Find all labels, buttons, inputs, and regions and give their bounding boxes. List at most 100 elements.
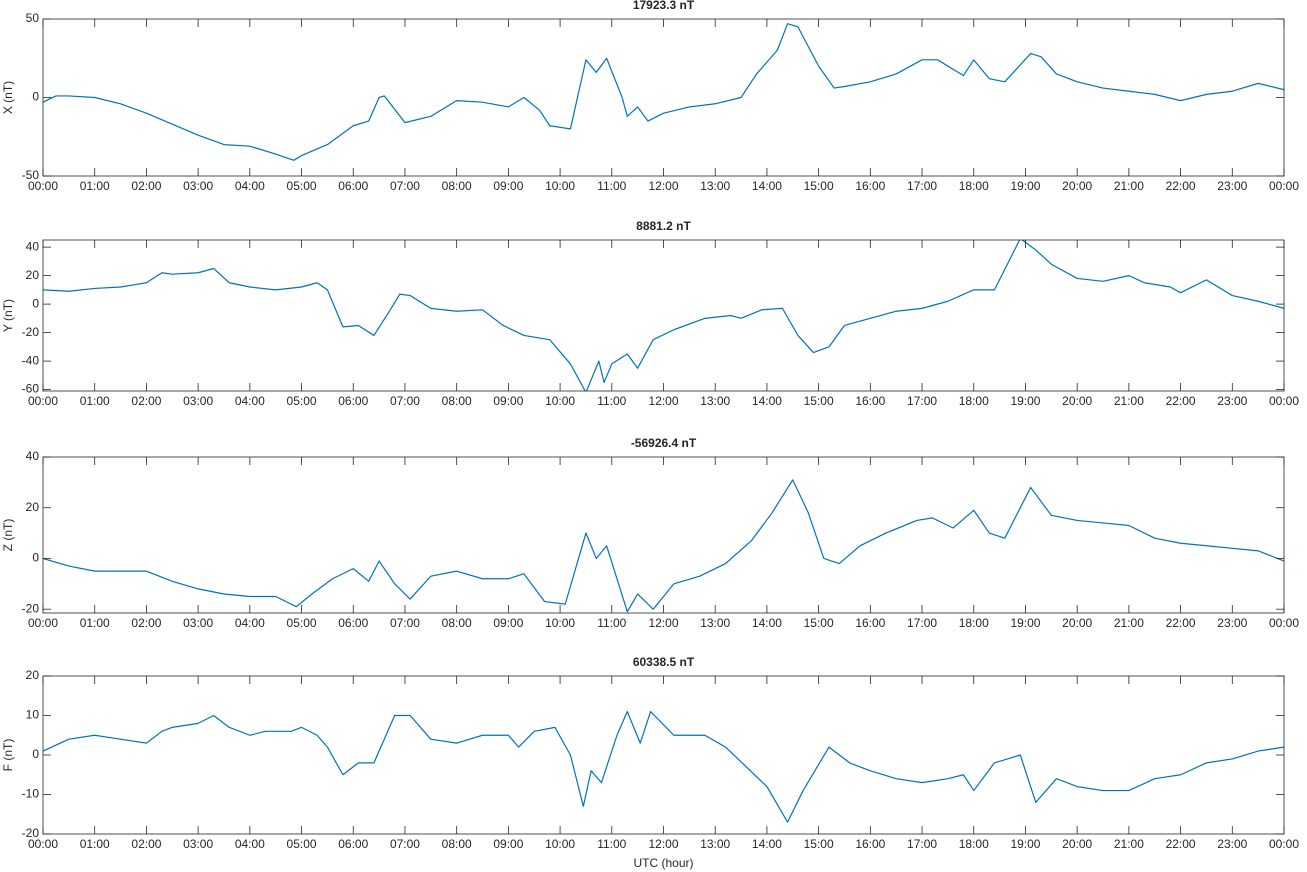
x-tick-label: 00:00 [1269, 616, 1299, 630]
x-tick-label: 06:00 [338, 394, 368, 408]
y-axis-label: X (nT) [1, 81, 15, 114]
x-tick-label: 02:00 [131, 837, 161, 851]
x-tick-label: 09:00 [493, 616, 523, 630]
x-tick-label: 00:00 [1269, 179, 1299, 193]
x-tick-label: 21:00 [1114, 394, 1144, 408]
x-tick-label: 09:00 [493, 179, 523, 193]
x-tick-label: 16:00 [855, 179, 885, 193]
x-tick-label: 17:00 [907, 837, 937, 851]
x-tick-label: 22:00 [1166, 837, 1196, 851]
x-tick-label: 23:00 [1217, 179, 1247, 193]
y-tick-label: -40 [22, 353, 40, 367]
x-tick-label: 00:00 [28, 616, 58, 630]
x-tick-label: 11:00 [597, 394, 626, 408]
x-tick-label: 19:00 [1010, 837, 1040, 851]
y-tick-label: 40 [26, 239, 40, 253]
x-tick-label: 05:00 [287, 616, 317, 630]
x-tick-label: 18:00 [959, 837, 989, 851]
y-tick-label: -20 [22, 325, 40, 339]
y-tick-label: 20 [26, 500, 40, 514]
x-tick-label: 13:00 [700, 616, 730, 630]
x-tick-label: 08:00 [442, 179, 472, 193]
y-tick-label: 0 [32, 90, 39, 104]
x-tick-label: 03:00 [183, 179, 213, 193]
x-tick-label: 20:00 [1062, 837, 1092, 851]
x-tick-label: 19:00 [1010, 179, 1040, 193]
x-tick-label: 03:00 [183, 616, 213, 630]
x-tick-label: 13:00 [700, 179, 730, 193]
x-tick-label: 22:00 [1166, 616, 1196, 630]
x-tick-label: 20:00 [1062, 616, 1092, 630]
x-tick-label: 17:00 [907, 179, 937, 193]
x-tick-label: 18:00 [959, 179, 989, 193]
x-tick-label: 22:00 [1166, 179, 1196, 193]
x-tick-label: 02:00 [131, 394, 161, 408]
x-tick-label: 10:00 [545, 837, 575, 851]
y-tick-label: -10 [22, 787, 40, 801]
x-tick-label: 06:00 [338, 837, 368, 851]
x-tick-label: 16:00 [855, 394, 885, 408]
x-tick-label: 12:00 [648, 616, 678, 630]
x-tick-label: 00:00 [28, 394, 58, 408]
data-line [43, 710, 1284, 823]
x-tick-label: 03:00 [183, 394, 213, 408]
x-tick-label: 07:00 [390, 394, 420, 408]
x-tick-label: 23:00 [1217, 616, 1247, 630]
x-tick-label: 22:00 [1166, 394, 1196, 408]
y-tick-label: -20 [22, 601, 40, 615]
x-tick-label: 11:00 [597, 837, 626, 851]
x-tick-label: 15:00 [804, 616, 834, 630]
x-tick-label: 21:00 [1114, 179, 1144, 193]
y-tick-label: 0 [32, 296, 39, 310]
x-tick-label: 10:00 [545, 394, 575, 408]
plot-area [43, 676, 1284, 834]
x-tick-label: 08:00 [442, 837, 472, 851]
x-tick-label: 14:00 [752, 394, 782, 408]
x-tick-label: 12:00 [648, 179, 678, 193]
x-tick-label: 10:00 [545, 179, 575, 193]
x-tick-label: 04:00 [235, 837, 265, 851]
y-tick-label: -20 [22, 826, 40, 840]
data-line [43, 479, 1284, 613]
x-tick-label: 07:00 [390, 616, 420, 630]
x-tick-label: 20:00 [1062, 179, 1092, 193]
x-tick-label: 09:00 [493, 394, 523, 408]
data-line [43, 23, 1284, 161]
x-tick-label: 08:00 [442, 394, 472, 408]
chart-title: 60338.5 nT [633, 655, 695, 669]
x-tick-label: 07:00 [390, 837, 420, 851]
x-tick-label: 02:00 [131, 616, 161, 630]
y-tick-label: 10 [26, 708, 40, 722]
x-tick-label: 19:00 [1010, 616, 1040, 630]
x-tick-label: 01:00 [80, 616, 110, 630]
y-tick-label: 20 [26, 668, 40, 682]
x-tick-label: 01:00 [80, 179, 110, 193]
plot-area [43, 457, 1284, 613]
x-tick-label: 05:00 [287, 179, 317, 193]
x-tick-label: 11:00 [597, 616, 626, 630]
x-tick-label: 18:00 [959, 616, 989, 630]
x-tick-label: 15:00 [804, 394, 834, 408]
x-tick-label: 23:00 [1217, 837, 1247, 851]
chart-title: 8881.2 nT [636, 219, 691, 233]
x-tick-label: 17:00 [907, 394, 937, 408]
x-tick-label: 00:00 [28, 837, 58, 851]
x-tick-label: 12:00 [648, 394, 678, 408]
y-axis-label: Y (nT) [1, 299, 15, 332]
x-tick-label: 13:00 [700, 394, 730, 408]
x-tick-label: 15:00 [804, 179, 834, 193]
x-tick-label: 04:00 [235, 179, 265, 193]
x-tick-label: 07:00 [390, 179, 420, 193]
x-tick-label: 23:00 [1217, 394, 1247, 408]
y-tick-label: -60 [22, 382, 40, 396]
x-tick-label: 14:00 [752, 616, 782, 630]
y-tick-label: 20 [26, 268, 40, 282]
x-tick-label: 00:00 [28, 179, 58, 193]
x-tick-label: 03:00 [183, 837, 213, 851]
chart-title: -56926.4 nT [631, 436, 697, 450]
y-tick-label: 40 [26, 449, 40, 463]
x-tick-label: 00:00 [1269, 837, 1299, 851]
x-tick-label: 21:00 [1114, 837, 1144, 851]
x-tick-label: 08:00 [442, 616, 472, 630]
x-axis-label: UTC (hour) [633, 856, 693, 870]
